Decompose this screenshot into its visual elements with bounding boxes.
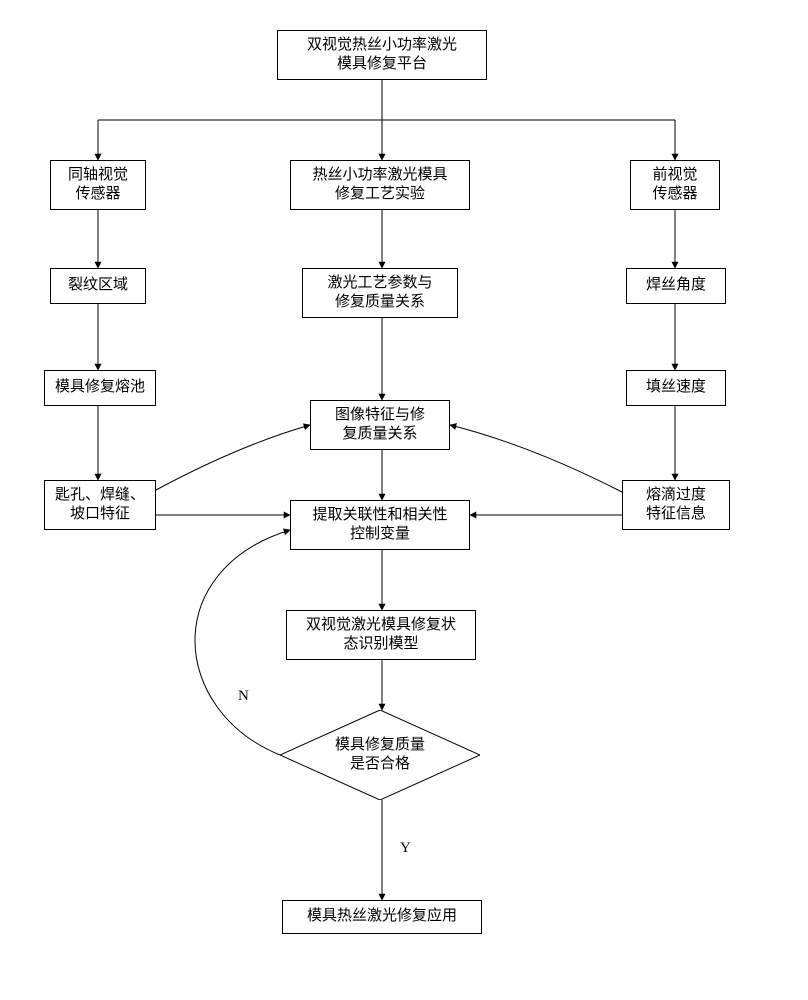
node-c1-label: 热丝小功率激光模具修复工艺实验 (312, 166, 447, 205)
node-r3: 填丝速度 (626, 370, 726, 406)
node-c3: 图像特征与修复质量关系 (310, 400, 450, 450)
node-r3-label: 填丝速度 (646, 378, 706, 398)
node-c3-label: 图像特征与修复质量关系 (335, 406, 425, 445)
decision-yes-label: Y (400, 840, 411, 857)
node-c2: 激光工艺参数与修复质量关系 (302, 268, 458, 318)
node-c5-label: 双视觉激光模具修复状态识别模型 (306, 616, 456, 655)
node-c2-label: 激光工艺参数与修复质量关系 (327, 274, 432, 313)
node-c6-label: 模具热丝激光修复应用 (307, 907, 457, 927)
node-l1-label: 同轴视觉传感器 (68, 166, 128, 205)
node-l2-label: 裂纹区域 (68, 276, 128, 296)
node-r1: 前视觉传感器 (630, 160, 720, 210)
node-l1: 同轴视觉传感器 (50, 160, 146, 210)
flowchart-canvas: 双视觉热丝小功率激光模具修复平台 同轴视觉传感器 热丝小功率激光模具修复工艺实验… (0, 0, 808, 1000)
node-c1: 热丝小功率激光模具修复工艺实验 (290, 160, 470, 210)
node-l3: 模具修复熔池 (44, 370, 156, 406)
node-r4: 熔滴过度特征信息 (622, 480, 730, 530)
node-c4: 提取关联性和相关性控制变量 (290, 500, 470, 550)
node-c4-label: 提取关联性和相关性控制变量 (312, 506, 447, 545)
node-l2: 裂纹区域 (50, 268, 146, 304)
node-r2-label: 焊丝角度 (646, 276, 706, 296)
node-l4: 匙孔、焊缝、坡口特征 (44, 480, 156, 530)
node-decision: 模具修复质量是否合格 (280, 710, 480, 800)
node-r1-label: 前视觉传感器 (652, 166, 697, 205)
node-root-label: 双视觉热丝小功率激光模具修复平台 (307, 36, 457, 75)
node-l4-label: 匙孔、焊缝、坡口特征 (55, 486, 145, 525)
decision-no-label: N (238, 688, 249, 705)
node-r2: 焊丝角度 (626, 268, 726, 304)
node-root: 双视觉热丝小功率激光模具修复平台 (277, 30, 487, 80)
node-c5: 双视觉激光模具修复状态识别模型 (286, 610, 476, 660)
node-r4-label: 熔滴过度特征信息 (646, 486, 706, 525)
node-c6: 模具热丝激光修复应用 (282, 900, 482, 934)
node-l3-label: 模具修复熔池 (55, 378, 145, 398)
node-decision-label: 模具修复质量是否合格 (335, 736, 425, 775)
